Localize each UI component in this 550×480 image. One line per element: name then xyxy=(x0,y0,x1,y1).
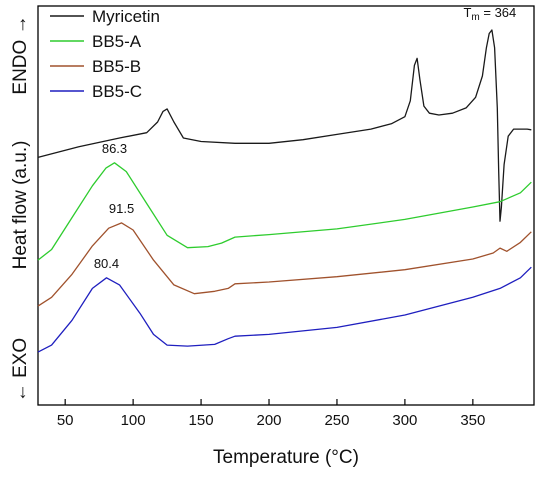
x-axis-title: Temperature (°C) xyxy=(213,447,359,468)
peak-labels: Tm = 364 86.3 91.5 80.4 xyxy=(94,5,516,271)
peak-label: 86.3 xyxy=(102,141,127,156)
y-axis-title: Heat flow (a.u.) xyxy=(10,141,31,270)
x-tick-label: 150 xyxy=(189,412,214,429)
x-tick-label: 250 xyxy=(324,412,349,429)
series-line-bb5-c xyxy=(37,266,532,353)
x-tick-label: 50 xyxy=(57,412,74,429)
y-axis-exo-label: ← EXO xyxy=(10,338,31,402)
series-line-bb5-b xyxy=(37,222,532,307)
y-axis-endo-label: ENDO → xyxy=(10,15,31,94)
curves xyxy=(37,29,532,353)
x-axis-ticks: 50 100 150 200 250 300 350 xyxy=(57,399,485,429)
x-tick-label: 200 xyxy=(256,412,281,429)
plot-frame xyxy=(37,5,535,406)
x-tick-label: 350 xyxy=(460,412,485,429)
legend-label: BB5-A xyxy=(92,32,142,51)
series-line-bb5-a xyxy=(37,162,532,261)
x-tick-label: 100 xyxy=(121,412,146,429)
peak-label: 91.5 xyxy=(109,201,134,216)
series-line-myricetin xyxy=(37,29,532,222)
x-tick-label: 300 xyxy=(392,412,417,429)
legend-label: BB5-C xyxy=(92,82,142,101)
peak-label: 80.4 xyxy=(94,256,119,271)
legend-label: BB5-B xyxy=(92,57,141,76)
peak-label: Tm = 364 xyxy=(463,5,516,23)
legend-label: Myricetin xyxy=(92,7,160,26)
legend: Myricetin BB5-A BB5-B BB5-C xyxy=(50,7,160,101)
